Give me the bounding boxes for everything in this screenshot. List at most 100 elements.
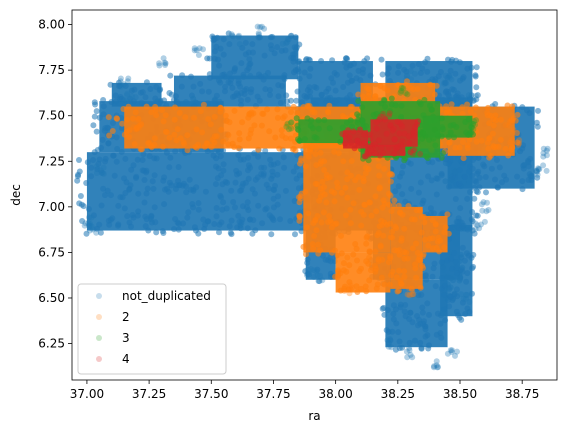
data-point: [405, 285, 412, 291]
data-point: [160, 55, 167, 62]
data-point: [270, 217, 277, 224]
data-point: [319, 178, 326, 185]
data-point: [356, 113, 363, 120]
data-point: [301, 136, 308, 143]
data-point: [417, 150, 424, 157]
data-point: [441, 79, 448, 86]
data-point: [525, 177, 532, 183]
data-point: [217, 108, 224, 115]
data-point: [319, 277, 326, 284]
data-point: [340, 84, 347, 90]
data-point: [133, 175, 139, 181]
data-point: [474, 212, 481, 219]
data-point: [175, 164, 182, 170]
data-point: [540, 145, 547, 152]
data-point: [400, 163, 406, 170]
data-point: [398, 281, 405, 288]
data-point: [240, 71, 247, 78]
data-point: [157, 99, 164, 106]
data-point: [396, 267, 403, 274]
data-point: [191, 224, 198, 231]
data-point: [467, 189, 473, 195]
data-point: [433, 82, 440, 89]
data-point: [152, 95, 159, 102]
data-point: [90, 122, 97, 129]
data-point: [512, 117, 519, 124]
data-point: [323, 199, 330, 206]
data-point: [434, 310, 441, 317]
data-point: [309, 109, 316, 116]
data-point: [220, 199, 227, 206]
data-point: [289, 146, 296, 153]
data-point: [100, 170, 107, 177]
data-point: [321, 158, 328, 165]
data-point: [447, 293, 454, 300]
data-point: [347, 206, 354, 213]
data-point: [474, 92, 481, 99]
data-point: [93, 128, 100, 135]
data-point: [87, 220, 93, 227]
data-point: [212, 181, 219, 188]
data-point: [484, 199, 490, 206]
data-point: [419, 135, 426, 142]
data-point: [101, 127, 108, 134]
data-point: [391, 136, 398, 143]
data-point: [85, 220, 92, 227]
data-point: [113, 98, 120, 105]
data-point: [467, 95, 474, 102]
data-point: [233, 90, 240, 97]
data-point: [366, 277, 373, 284]
data-point: [408, 185, 415, 192]
data-point: [342, 132, 348, 139]
data-point: [395, 202, 402, 209]
data-point: [439, 126, 446, 133]
data-point: [85, 206, 92, 212]
data-point: [504, 102, 511, 109]
data-point: [275, 193, 282, 200]
x-axis: 37.00 37.25 37.50 37.75 38.00 38.25 38.50 38.75: [70, 380, 539, 401]
data-point: [251, 122, 258, 129]
data-point: [226, 119, 233, 126]
data-point: [131, 98, 137, 105]
data-point: [247, 130, 254, 137]
data-point: [469, 265, 476, 272]
data-point: [509, 117, 516, 124]
data-point: [314, 213, 321, 219]
data-point: [467, 108, 474, 115]
data-point: [230, 33, 237, 40]
data-point: [244, 225, 251, 232]
data-point: [406, 140, 413, 147]
data-point: [385, 190, 392, 197]
data-point: [244, 96, 251, 103]
data-point: [459, 268, 466, 275]
data-point: [380, 110, 387, 117]
data-point: [492, 101, 499, 107]
data-point: [535, 165, 542, 172]
data-point: [469, 209, 476, 215]
data-point: [193, 184, 200, 191]
data-point: [77, 193, 84, 199]
data-point: [387, 178, 394, 185]
data-point: [293, 115, 300, 122]
data-point: [403, 348, 410, 355]
data-point: [287, 119, 294, 126]
data-point: [502, 145, 509, 152]
data-point: [447, 67, 454, 74]
data-point: [162, 128, 169, 135]
data-point: [284, 36, 291, 43]
data-point: [282, 187, 289, 194]
data-point: [476, 225, 483, 232]
data-point: [431, 91, 438, 98]
data-point: [207, 74, 214, 81]
data-point: [126, 219, 133, 226]
data-point: [435, 364, 441, 370]
data-point: [86, 222, 93, 229]
data-point: [412, 124, 418, 131]
data-point: [222, 83, 229, 90]
data-point: [486, 135, 493, 142]
data-point: [218, 172, 225, 179]
data-point: [125, 75, 132, 82]
data-point: [448, 255, 455, 262]
data-point: [387, 220, 394, 227]
